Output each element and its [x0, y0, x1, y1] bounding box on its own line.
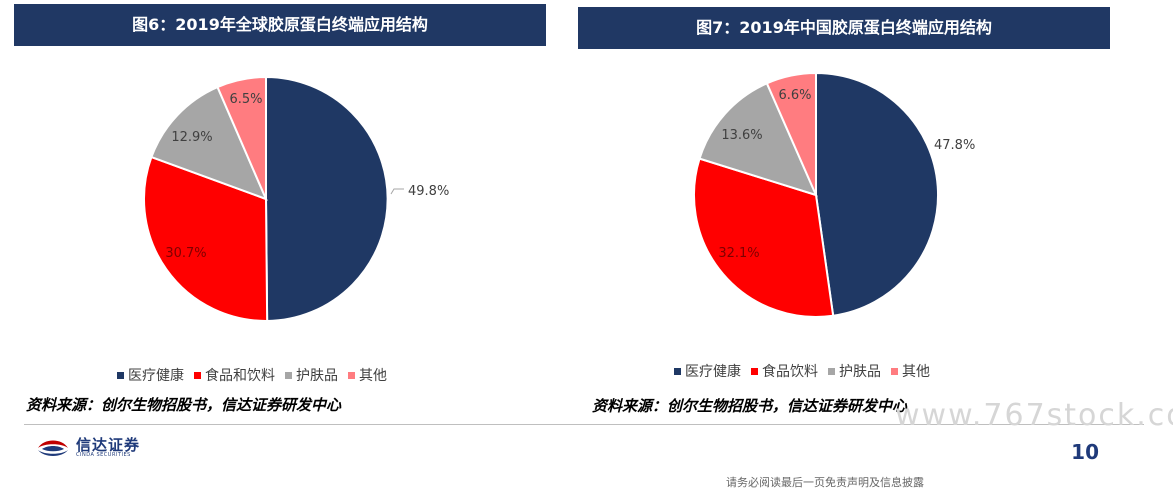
legend-china: 医疗健康 食品饮料 护肤品 其他 [674, 361, 940, 381]
legend-label: 医疗健康 [128, 368, 184, 384]
legend-label: 其他 [902, 364, 930, 380]
data-label-2: 32.1% [718, 246, 759, 261]
legend-label: 护肤品 [839, 364, 881, 380]
legend-swatch [117, 371, 124, 379]
data-label-4: 6.6% [778, 88, 811, 103]
data-label-3: 13.6% [721, 128, 762, 143]
data-label-3: 12.9% [171, 130, 212, 145]
legend-swatch [285, 371, 292, 379]
legend-label: 食品饮料 [762, 364, 818, 380]
legend-item: 护肤品 [285, 365, 338, 385]
source-note-left: 资料来源：创尔生物招股书，信达证券研发中心 [26, 396, 342, 414]
legend-swatch [194, 371, 201, 379]
data-label-1: 49.8% [408, 184, 449, 199]
page-number: 10 [1071, 440, 1099, 464]
pie-slice-1 [265, 75, 389, 323]
legend-swatch [751, 367, 758, 375]
pie-slice-2 [692, 157, 835, 319]
legend-item: 护肤品 [828, 361, 881, 381]
data-label-4: 6.5% [229, 92, 262, 107]
label-leader-line [390, 188, 404, 195]
legend-swatch [891, 367, 898, 375]
pie-chart-global: 49.8% 30.7% 12.9% 6.5% [143, 75, 449, 323]
pie-slice-4 [216, 75, 267, 200]
pie-slice-3 [698, 82, 818, 197]
footer-disclaimer: 请务必阅读最后一页免责声明及信息披露 [726, 476, 924, 489]
pie-slice-2 [143, 155, 269, 322]
cinda-logo-icon [38, 440, 68, 456]
legend-swatch [348, 371, 355, 379]
data-label-2: 30.7% [165, 246, 206, 261]
legend-label: 食品和饮料 [205, 368, 275, 384]
pie-slice-4 [765, 71, 817, 196]
company-logo: 信达证券 CINDA SECURITIES [36, 437, 140, 459]
legend-swatch [828, 367, 835, 375]
legend-swatch [674, 367, 681, 375]
chart-title-global: 图6：2019年全球胶原蛋白终端应用结构 [14, 4, 546, 46]
legend-item: 其他 [891, 361, 930, 381]
legend-item: 食品饮料 [751, 361, 818, 381]
legend-item: 食品和饮料 [194, 365, 275, 385]
legend-label: 其他 [359, 368, 387, 384]
source-note-right: 资料来源：创尔生物招股书，信达证券研发中心 [592, 397, 908, 415]
legend-label: 医疗健康 [685, 364, 741, 380]
data-label-1: 47.8% [934, 138, 975, 153]
pie-slice-3 [150, 85, 268, 201]
legend-item: 医疗健康 [674, 361, 741, 381]
pie-slice-1 [815, 71, 940, 317]
logo-english-text: CINDA SECURITIES [76, 452, 131, 458]
logo-chinese-text: 信达证券 [76, 436, 141, 454]
chart-title-china: 图7：2019年中国胶原蛋白终端应用结构 [578, 7, 1110, 49]
legend-item: 医疗健康 [117, 365, 184, 385]
legend-global: 医疗健康 食品和饮料 护肤品 其他 [117, 365, 397, 385]
legend-label: 护肤品 [296, 368, 338, 384]
footer-divider [24, 424, 1144, 425]
watermark: www.767stock.com [895, 398, 1173, 433]
legend-item: 其他 [348, 365, 387, 385]
